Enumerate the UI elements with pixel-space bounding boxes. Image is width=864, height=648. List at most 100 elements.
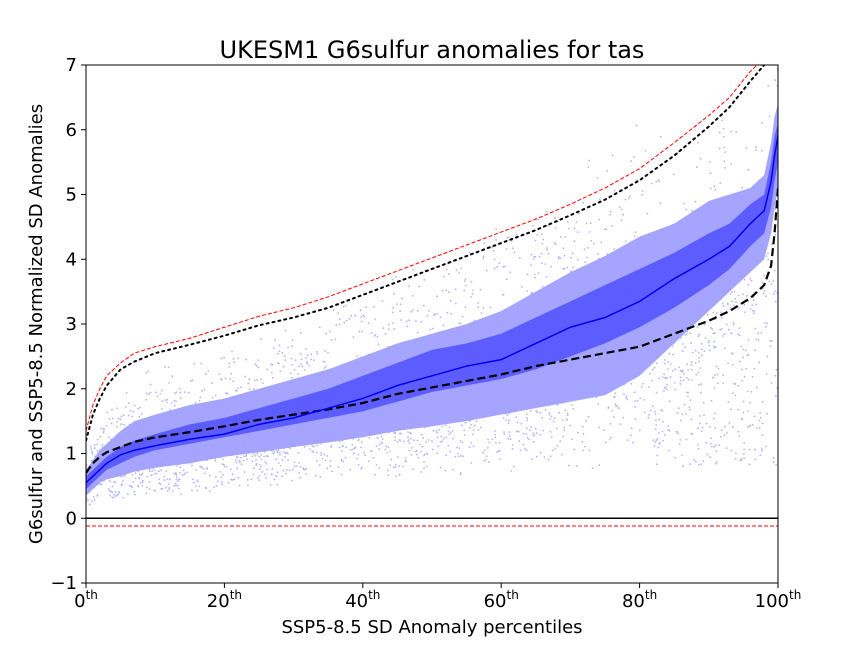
scatter-point [624, 198, 627, 201]
scatter-point [312, 359, 315, 362]
scatter-point [518, 256, 521, 259]
scatter-point [740, 368, 743, 371]
scatter-point [572, 407, 574, 410]
scatter-point [161, 400, 164, 403]
scatter-point [681, 454, 683, 457]
scatter-point [634, 418, 637, 420]
scatter-point [235, 455, 238, 458]
scatter-point [158, 478, 161, 481]
scatter-point [365, 306, 367, 309]
scatter-point [137, 484, 140, 487]
scatter-point [525, 413, 528, 416]
x-tick-label: 20th [207, 588, 242, 612]
scatter-point [92, 495, 95, 498]
scatter-point [732, 323, 735, 326]
scatter-point [738, 360, 741, 363]
scatter-point [772, 456, 775, 459]
scatter-point [325, 332, 327, 335]
scatter-point [673, 382, 676, 384]
scatter-point [685, 208, 688, 211]
scatter-point [382, 327, 385, 329]
scatter-point [732, 392, 734, 394]
scatter-point [177, 479, 180, 481]
scatter-point [526, 419, 529, 421]
scatter-point [625, 395, 628, 397]
scatter-point [657, 446, 660, 449]
scatter-point [541, 285, 544, 288]
scatter-point [291, 377, 293, 379]
scatter-point [127, 402, 130, 405]
scatter-point [542, 429, 545, 432]
scatter-point [360, 316, 363, 318]
scatter-point [658, 418, 661, 421]
scatter-point [270, 473, 273, 476]
scatter-point [303, 369, 306, 371]
scatter-point [677, 432, 679, 435]
scatter-point [742, 411, 745, 414]
scatter-point [90, 459, 93, 462]
scatter-point [598, 464, 601, 467]
scatter-point [120, 484, 123, 487]
scatter-point [767, 258, 770, 261]
scatter-point [482, 451, 484, 454]
scatter-point [622, 416, 625, 419]
scatter-point [253, 467, 256, 470]
scatter-point [549, 418, 551, 420]
scatter-point [392, 306, 395, 309]
scatter-point [609, 210, 612, 213]
scatter-point [534, 276, 536, 279]
scatter-point [183, 391, 186, 393]
scatter-point [630, 427, 633, 430]
scatter-point [609, 422, 612, 425]
scatter-point [750, 279, 753, 282]
scatter-point [389, 464, 391, 466]
scatter-point [606, 253, 609, 255]
scatter-point [291, 468, 294, 471]
scatter-point [563, 254, 566, 257]
scatter-point [96, 449, 99, 452]
scatter-point [512, 247, 514, 250]
scatter-point [122, 414, 125, 417]
scatter-point [518, 440, 521, 443]
scatter-point [158, 482, 161, 484]
scatter-point [139, 482, 142, 484]
scatter-point [232, 357, 235, 360]
scatter-point [732, 321, 735, 324]
scatter-point [374, 473, 376, 476]
scatter-point [757, 339, 760, 342]
scatter-point [613, 248, 616, 250]
scatter-point [199, 465, 202, 468]
scatter-point [539, 411, 542, 414]
y-tick-label: 7 [66, 55, 77, 76]
scatter-point [460, 454, 462, 457]
scatter-point [337, 466, 340, 469]
scatter-point [205, 373, 207, 375]
scatter-point [605, 228, 608, 231]
scatter-point [768, 280, 771, 283]
scatter-point [511, 444, 514, 446]
scatter-point [684, 413, 687, 415]
scatter-point [342, 444, 345, 447]
scatter-point [525, 449, 528, 451]
g6-median-line [86, 136, 778, 484]
scatter-point [748, 448, 751, 451]
scatter-point [260, 454, 263, 456]
x-tick-label: 40th [345, 588, 380, 612]
scatter-point [215, 485, 218, 487]
scatter-point [427, 439, 430, 441]
scatter-point [353, 447, 356, 450]
scatter-point [432, 430, 435, 432]
scatter-point [391, 278, 394, 281]
scatter-point [537, 218, 539, 221]
scatter-point [287, 459, 289, 461]
scatter-point [515, 233, 518, 236]
scatter-point [651, 368, 654, 371]
scatter-point [746, 294, 748, 297]
scatter-point [564, 409, 567, 411]
scatter-point [502, 293, 505, 296]
scatter-point [554, 227, 557, 229]
scatter-point [674, 388, 677, 391]
scatter-point [111, 408, 113, 411]
scatter-point [214, 476, 217, 478]
